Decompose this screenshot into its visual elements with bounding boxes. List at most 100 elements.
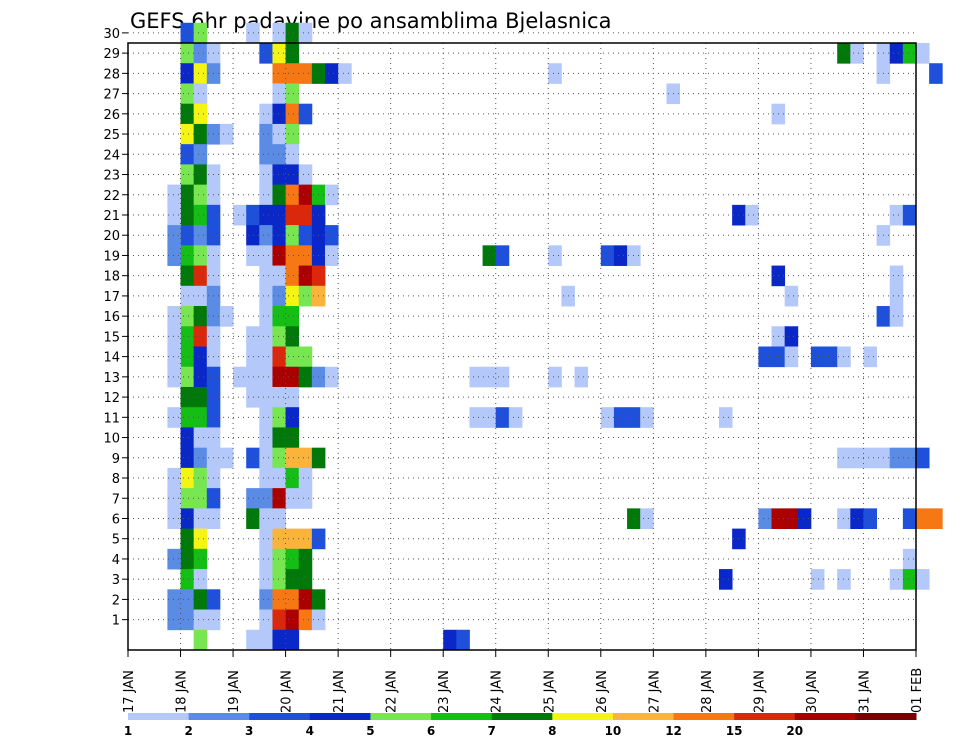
heatmap-cell: [285, 326, 300, 347]
heatmap-cell: [889, 43, 904, 64]
heatmap-cell: [889, 265, 904, 287]
x-tick-label: 20 JAN: [280, 670, 295, 713]
heatmap-cell: [193, 43, 208, 64]
heatmap-cell: [193, 265, 208, 287]
heatmap-cell: [246, 225, 260, 246]
heatmap-cell: [180, 528, 195, 550]
heatmap-cell: [259, 326, 273, 347]
heatmap-cell: [298, 467, 313, 489]
heatmap-cell: [259, 245, 273, 266]
y-axis: 1234567891011121314151617181920212223242…: [103, 27, 128, 629]
heatmap-cell: [193, 528, 208, 550]
heatmap-cell: [285, 83, 300, 105]
x-tick-label: 17 JAN: [122, 670, 137, 713]
heatmap-cell: [259, 589, 273, 610]
heatmap-cell: [600, 407, 615, 428]
y-tick-label: 14: [103, 351, 120, 366]
heatmap-cell: [233, 366, 247, 388]
heatmap-cell: [298, 164, 313, 186]
heatmap-cell: [259, 144, 273, 165]
heatmap-cell: [325, 63, 339, 84]
heatmap-cell: [863, 447, 877, 469]
heatmap-cell: [167, 488, 181, 509]
heatmap-cell: [180, 407, 195, 428]
heatmap-cell: [889, 306, 904, 327]
heatmap-cell: [259, 386, 273, 408]
heatmap-cell: [167, 609, 181, 631]
heatmap-cell: [219, 447, 234, 469]
heatmap-cell: [193, 488, 208, 509]
heatmap-cell: [193, 63, 208, 84]
heatmap-cell: [548, 366, 562, 388]
heatmap-cell: [259, 346, 273, 368]
color-legend: 1 2 3 4 5 6 7 8 10 12 15 20: [124, 713, 917, 738]
legend-swatch: [734, 713, 796, 720]
legend-label: 2: [184, 724, 192, 738]
y-tick-label: 21: [103, 209, 120, 224]
x-tick-label: 31 JAN: [857, 670, 872, 713]
y-tick-label: 11: [103, 411, 120, 426]
x-tick-label: 01 FEB: [910, 668, 925, 713]
legend-swatch: [673, 713, 735, 720]
heatmap-cell: [285, 407, 300, 428]
y-tick-label: 5: [112, 533, 120, 548]
heatmap-cell: [167, 407, 181, 428]
heatmap-cell: [180, 609, 195, 631]
heatmap-cell: [180, 22, 195, 44]
heatmap-cell: [272, 488, 286, 509]
legend-label: 7: [488, 724, 496, 738]
heatmap-cell: [285, 265, 300, 287]
heatmap-cell: [298, 609, 313, 631]
heatmap-cell: [246, 447, 260, 469]
heatmap-cell: [298, 22, 313, 44]
heatmap-cell: [259, 285, 273, 307]
heatmap-cell: [325, 184, 339, 206]
heatmap-cell: [180, 285, 195, 307]
heatmap-cell: [325, 366, 339, 388]
y-tick-label: 16: [103, 310, 120, 325]
heatmap-cell: [193, 366, 208, 388]
heatmap-cell: [285, 548, 300, 570]
legend-label: 8: [548, 724, 556, 738]
heatmap-cell: [758, 346, 772, 368]
heatmap-cell: [298, 225, 313, 246]
heatmap-cell: [482, 407, 497, 428]
heatmap-cell: [180, 123, 195, 145]
heatmap-cell: [758, 508, 772, 529]
heatmap-cell: [929, 508, 943, 529]
legend-label: 5: [366, 724, 374, 738]
heatmap-cell: [272, 447, 286, 469]
legend-swatch: [249, 713, 311, 720]
legend-swatch: [855, 713, 917, 720]
heatmap-cell: [863, 346, 877, 368]
y-tick-label: 26: [103, 108, 120, 123]
heatmap-cell: [824, 346, 838, 368]
y-tick-label: 24: [103, 148, 120, 163]
x-axis: 17 JAN 18 JAN 19 JAN 20 JAN 21 JAN 22 JAN 23 J…: [122, 650, 925, 713]
legend-swatch: [188, 713, 250, 720]
y-tick-label: 4: [112, 553, 120, 568]
heatmap-cell: [193, 346, 208, 368]
x-tick-label: 24 JAN: [490, 670, 505, 713]
heatmap-cell: [180, 589, 195, 610]
heatmap-cell: [167, 467, 181, 489]
heatmap-cell: [167, 326, 181, 347]
heatmap-cell: [180, 386, 195, 408]
x-tick-label: 28 JAN: [700, 670, 715, 713]
heatmap-cell: [272, 144, 286, 165]
heatmap-cell: [259, 548, 273, 570]
heatmap-cell: [285, 569, 300, 590]
heatmap-cell: [298, 447, 313, 469]
legend-label: 20: [786, 724, 803, 738]
heatmap-cell: [219, 306, 234, 327]
heatmap-cell: [850, 43, 864, 64]
heatmap-cell: [889, 569, 904, 590]
heatmap-cell: [285, 184, 300, 206]
heatmap-cell: [193, 164, 208, 186]
heatmap-cell: [613, 407, 628, 428]
heatmap-cell: [272, 508, 286, 529]
heatmap-cell: [180, 43, 195, 64]
x-tick-label: 21 JAN: [332, 670, 347, 713]
heatmap-cell: [285, 629, 300, 651]
y-tick-label: 3: [112, 573, 120, 588]
